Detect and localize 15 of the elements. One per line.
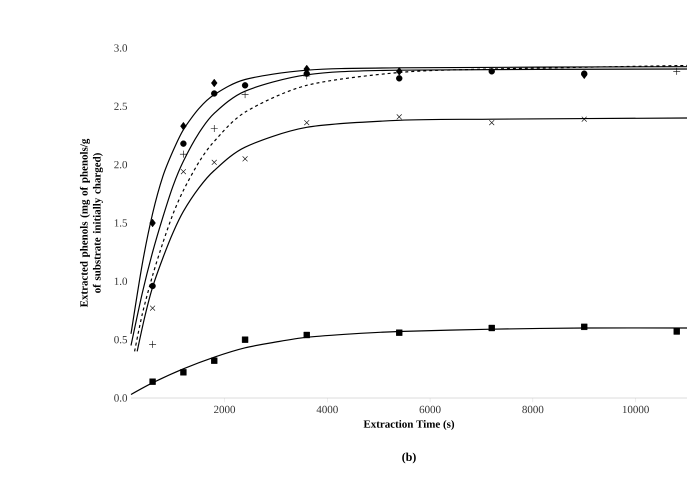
x-axis-title: Extraction Time (s) xyxy=(364,420,454,430)
y-tick-label: 2.5 xyxy=(114,102,128,110)
x-tick-label: 4000 xyxy=(316,406,338,414)
x-tick-label: 10000 xyxy=(622,406,649,414)
x-tick-label: 2000 xyxy=(214,406,236,414)
y-tick-label: 0.5 xyxy=(114,336,128,344)
text: (b) xyxy=(402,452,416,464)
x-tick-label: 6000 xyxy=(420,406,441,414)
y-tick-label: 3.0 xyxy=(114,44,128,52)
x-tick-label: 8000 xyxy=(522,406,544,414)
y-tick-label: 1.0 xyxy=(114,278,128,286)
y-tick-label: 0.0 xyxy=(114,394,128,402)
y-tick-label: 1.5 xyxy=(114,219,128,227)
y-tick-label: 2.0 xyxy=(114,160,128,168)
y-axis-title: Extracted phenols (mg of phenols/g of substrate initially charged) xyxy=(80,138,103,308)
